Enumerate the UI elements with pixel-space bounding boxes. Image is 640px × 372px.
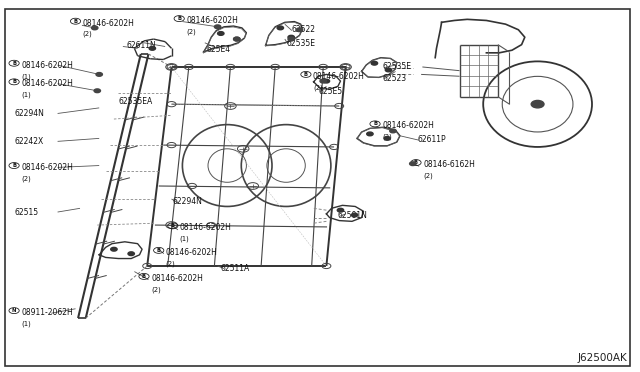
Text: 08146-6202H: 08146-6202H: [21, 163, 73, 172]
Text: 08911-2062H: 08911-2062H: [21, 308, 73, 317]
Text: (1): (1): [21, 73, 31, 80]
Circle shape: [234, 37, 240, 41]
Text: 62535E: 62535E: [383, 62, 412, 71]
Text: B: B: [157, 248, 161, 253]
Text: 62501N: 62501N: [338, 211, 368, 220]
Circle shape: [149, 46, 156, 50]
Text: 08146-6202H: 08146-6202H: [151, 274, 203, 283]
Text: (2): (2): [166, 260, 175, 267]
Text: 62511A: 62511A: [221, 264, 250, 273]
Text: 62535E: 62535E: [287, 39, 316, 48]
Text: (1): (1): [21, 320, 31, 327]
Circle shape: [531, 100, 544, 108]
Text: 625E5: 625E5: [319, 87, 343, 96]
Text: 62522: 62522: [291, 25, 315, 34]
Circle shape: [385, 68, 392, 72]
Text: (1): (1): [180, 235, 189, 242]
Text: (2): (2): [382, 134, 392, 140]
Text: 62523: 62523: [383, 74, 407, 83]
Text: 62294N: 62294N: [14, 109, 44, 118]
Circle shape: [218, 32, 224, 35]
Text: B: B: [12, 79, 16, 84]
Circle shape: [128, 252, 134, 256]
Text: (2): (2): [83, 31, 92, 38]
Circle shape: [234, 37, 240, 41]
Circle shape: [288, 35, 294, 39]
Text: 08146-6202H: 08146-6202H: [382, 121, 434, 130]
Text: 08146-6202H: 08146-6202H: [180, 223, 232, 232]
Circle shape: [214, 25, 221, 29]
Circle shape: [390, 129, 396, 133]
Text: 08146-6202H: 08146-6202H: [313, 72, 365, 81]
Text: 62242X: 62242X: [14, 137, 44, 146]
Text: B: B: [142, 274, 146, 279]
Text: (2): (2): [151, 286, 161, 293]
Circle shape: [96, 73, 102, 76]
Circle shape: [111, 247, 117, 251]
Text: B: B: [74, 19, 77, 24]
Text: 08146-6162H: 08146-6162H: [423, 160, 475, 169]
Circle shape: [337, 208, 344, 212]
Text: B: B: [414, 160, 418, 165]
Text: B: B: [373, 121, 377, 126]
Text: 62611N: 62611N: [126, 41, 156, 50]
Text: B: B: [177, 16, 181, 21]
Text: (2): (2): [423, 172, 433, 179]
Text: 08146-6202H: 08146-6202H: [186, 16, 238, 25]
Circle shape: [323, 79, 330, 83]
Text: 08146-6202H: 08146-6202H: [21, 79, 73, 88]
Text: 62515: 62515: [14, 208, 38, 217]
Circle shape: [277, 26, 284, 30]
Circle shape: [367, 132, 373, 136]
Text: 08146-6202H: 08146-6202H: [83, 19, 134, 28]
Text: 08146-6202H: 08146-6202H: [21, 61, 73, 70]
Circle shape: [351, 213, 358, 217]
Text: 62611P: 62611P: [417, 135, 446, 144]
Text: 62535EA: 62535EA: [118, 97, 153, 106]
Text: (2): (2): [313, 84, 323, 91]
Circle shape: [320, 79, 326, 83]
Circle shape: [371, 61, 378, 65]
Text: 625E4: 625E4: [206, 45, 230, 54]
Text: 62294N: 62294N: [173, 197, 203, 206]
Circle shape: [384, 137, 390, 140]
Text: B: B: [171, 223, 175, 228]
Circle shape: [92, 26, 98, 30]
Text: (2): (2): [21, 175, 31, 182]
Text: B: B: [12, 61, 16, 66]
Text: N: N: [12, 308, 17, 313]
Circle shape: [94, 89, 100, 93]
Text: (2): (2): [186, 28, 196, 35]
Text: 08146-6202H: 08146-6202H: [166, 248, 218, 257]
Text: J62500AK: J62500AK: [577, 353, 627, 363]
Text: (1): (1): [21, 92, 31, 98]
Circle shape: [288, 37, 294, 41]
Text: B: B: [304, 72, 308, 77]
Circle shape: [296, 28, 303, 32]
Text: B: B: [12, 163, 16, 168]
Circle shape: [410, 162, 416, 166]
